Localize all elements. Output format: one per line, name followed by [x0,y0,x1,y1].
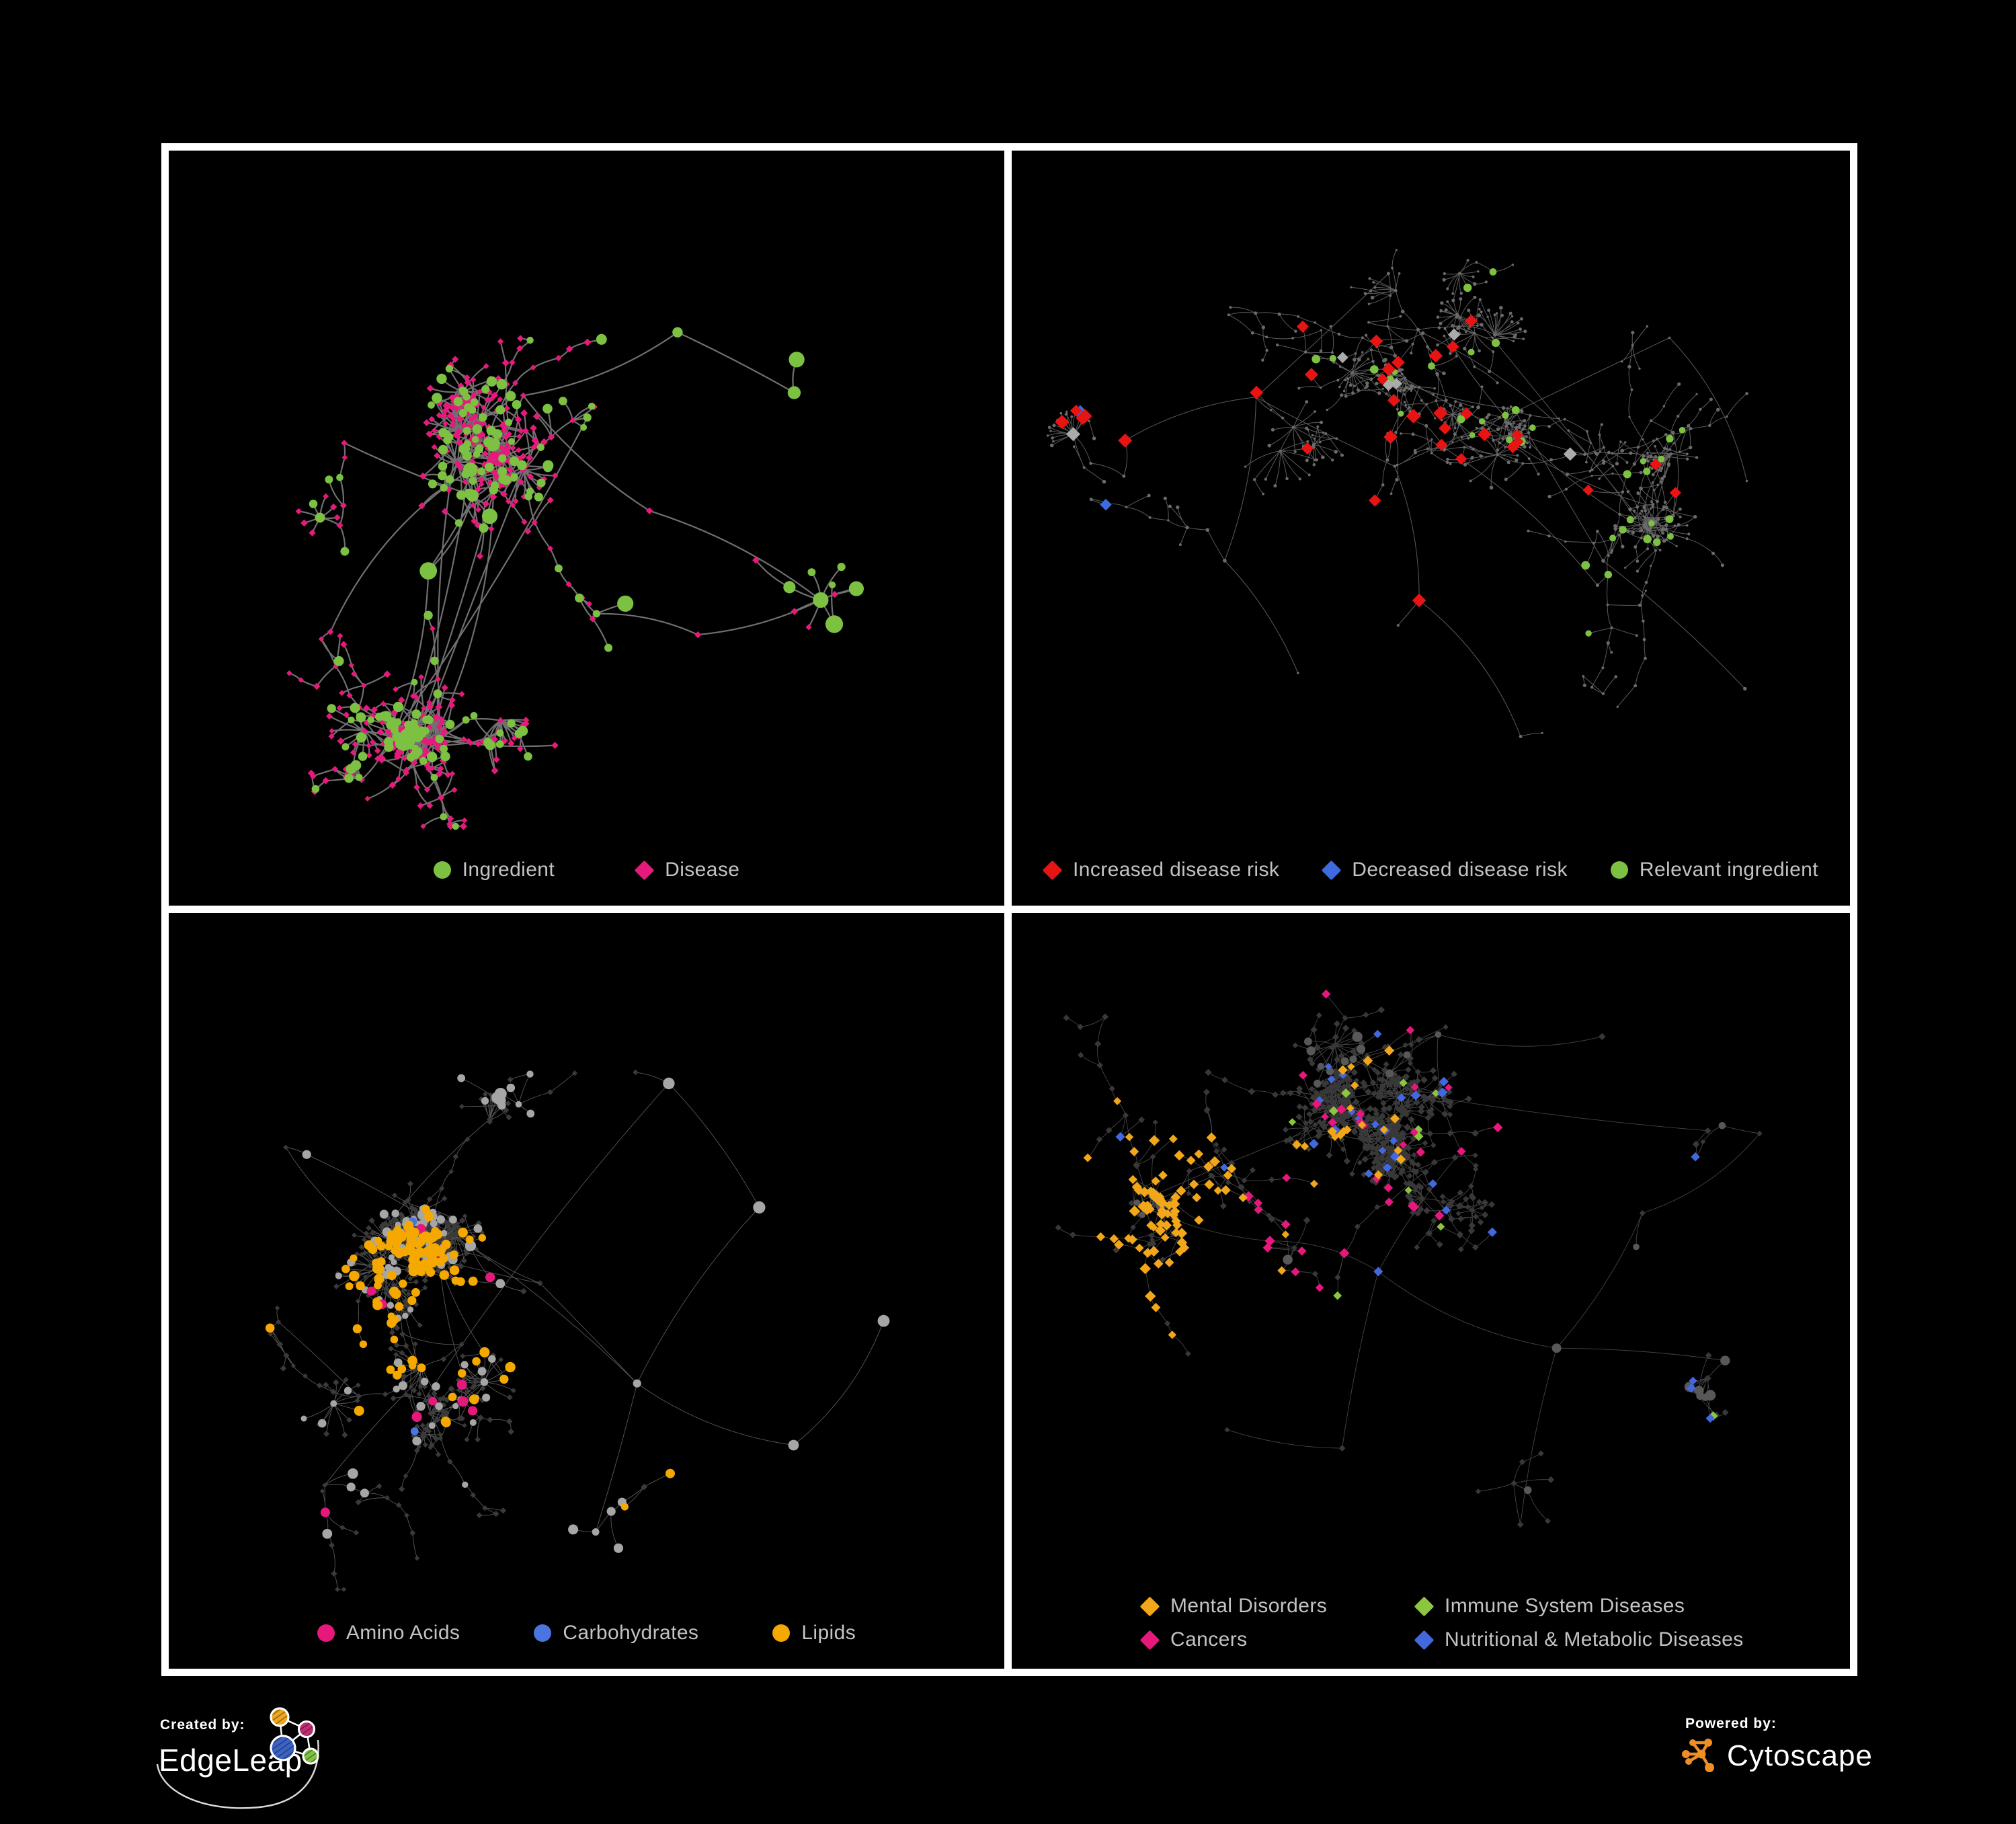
edgeleap-swoosh [156,1739,319,1809]
legend-item-cancers: Cancers [1139,1628,1415,1651]
network-graph-disease-categories [1055,989,1763,1528]
legend-item-lipids: Lipids [772,1622,856,1644]
legend-macronutrient-classes: Amino Acids Carbohydrates Lipids [169,1622,1004,1644]
cytoscape-glyph-nodes [1682,1739,1714,1772]
panel-disease-risk: Increased disease risk Decreased disease… [1012,151,1850,906]
powered-by-label: Powered by: [1685,1716,1777,1731]
legend-label: Lipids [801,1622,856,1644]
legend-item-nutritional-metabolic-diseases: Nutritional & Metabolic Diseases [1414,1628,1744,1651]
legend-item-decreased-risk: Decreased disease risk [1321,859,1568,881]
relevant-ingredient-circle-icon [1610,861,1628,879]
legend-label: Immune System Diseases [1445,1595,1685,1617]
lipids-circle-icon [772,1624,791,1642]
legend-item-ingredient: Ingredient [433,859,555,881]
mental-disorders-diamond-icon [1139,1596,1160,1616]
legend-label: Disease [665,859,740,881]
network-graph-ingredient-disease [286,327,864,830]
legend-disease-categories: Mental Disorders Immune System Diseases … [1139,1595,1744,1651]
legend-label: Cancers [1170,1628,1248,1651]
cancers-diamond-icon [1139,1630,1160,1650]
legend-item-carbohydrates: Carbohydrates [534,1622,698,1644]
legend-item-increased-risk: Increased disease risk [1042,859,1280,881]
panel-ingredient-disease: Ingredient Disease [169,151,1004,906]
legend-label: Amino Acids [346,1622,460,1644]
legend-label: Ingredient [462,859,555,881]
amino-acids-circle-icon [317,1624,335,1642]
immune-system-diamond-icon [1414,1596,1435,1616]
ingredient-circle-icon [433,861,451,879]
legend-item-amino-acids: Amino Acids [317,1622,460,1644]
carbohydrates-circle-icon [534,1624,552,1642]
legend-label: Carbohydrates [563,1622,699,1644]
edgeleap-glyph-nodes [270,1707,319,1765]
legend-item-relevant-ingredient: Relevant ingredient [1610,859,1818,881]
cytoscape-logo: Powered by: Cytoscape [1682,1716,1873,1772]
disease-diamond-icon [634,860,655,880]
nutritional-metabolic-diamond-icon [1414,1630,1435,1650]
network-graph-macronutrient-classes [265,1069,890,1592]
cytoscape-wordmark: Cytoscape [1727,1739,1873,1772]
legend-ingredient-disease: Ingredient Disease [169,859,1004,881]
panel-macronutrient-classes: Amino Acids Carbohydrates Lipids [169,913,1004,1669]
legend-label: Nutritional & Metabolic Diseases [1445,1628,1744,1651]
panel-grid: Ingredient Disease Increased disease ris… [161,143,1857,1676]
legend-item-disease: Disease [634,859,740,881]
legend-disease-risk: Increased disease risk Decreased disease… [1012,859,1850,881]
panel-disease-categories: Mental Disorders Immune System Diseases … [1012,913,1850,1669]
legend-label: Increased disease risk [1073,859,1280,881]
legend-item-mental-disorders: Mental Disorders [1139,1595,1415,1618]
legend-label: Relevant ingredient [1639,859,1818,881]
created-by-label: Created by: [160,1717,245,1733]
decreased-risk-diamond-icon [1321,860,1342,880]
network-graph-disease-risk [1046,249,1748,738]
legend-label: Mental Disorders [1170,1595,1328,1617]
legend-item-immune-system-diseases: Immune System Diseases [1414,1595,1744,1618]
legend-label: Decreased disease risk [1352,859,1568,881]
increased-risk-diamond-icon [1042,860,1063,880]
edgeleap-logo: Created by: EdgeLeap [156,1707,319,1809]
